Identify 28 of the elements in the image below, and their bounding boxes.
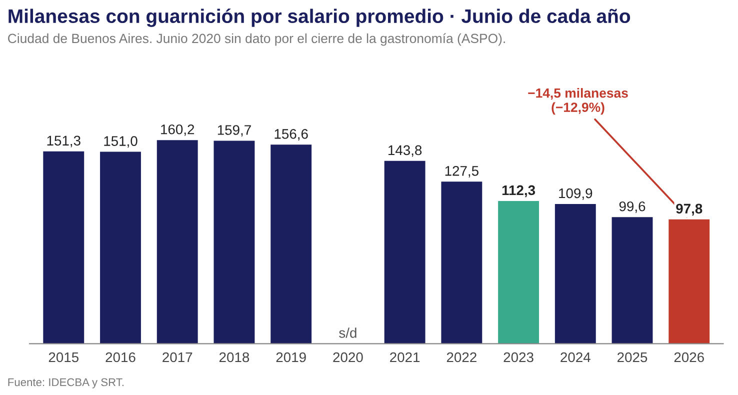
data-label: 151,0 xyxy=(104,136,138,148)
data-label: 97,8 xyxy=(676,204,702,216)
x-tick-label: 2019 xyxy=(276,352,306,362)
x-tick-label: 2015 xyxy=(48,352,79,362)
data-label: 159,7 xyxy=(218,125,251,137)
x-tick-label: 2017 xyxy=(162,352,192,362)
x-tick-label: 2023 xyxy=(504,352,534,362)
x-tick-label: 2016 xyxy=(106,352,136,362)
x-tick-label: 2021 xyxy=(390,352,420,362)
chart-title: Milanesas con guarnición por salario promedio · Junio de cada año xyxy=(8,8,630,27)
data-label: 151,3 xyxy=(47,136,80,148)
text: s/d xyxy=(339,328,356,338)
x-tick-label: 2025 xyxy=(618,352,648,362)
data-label: 143,8 xyxy=(388,145,422,157)
data-label: 127,5 xyxy=(445,166,478,178)
source-note: Fuente: IDECBA y SRT. xyxy=(8,378,124,388)
data-label: 160,2 xyxy=(161,124,194,136)
x-tick-label: 2020 xyxy=(333,352,363,362)
x-tick-label: 2018 xyxy=(219,352,250,362)
chart-subtitle: Ciudad de Buenos Aires. Junio 2020 sin dato por el cierre de la gastronomía (ASPO). xyxy=(8,33,505,46)
annotation: −14,5 milanesas (−12,9%) xyxy=(528,88,628,115)
data-label: 99,6 xyxy=(619,201,646,213)
data-label: 156,6 xyxy=(274,129,308,140)
x-tick-label: 2022 xyxy=(446,352,476,362)
data-label: 109,9 xyxy=(559,188,592,200)
data-label: 112,3 xyxy=(502,185,536,198)
x-tick-label: 2026 xyxy=(674,352,704,362)
x-tick-label: 2024 xyxy=(560,352,590,362)
